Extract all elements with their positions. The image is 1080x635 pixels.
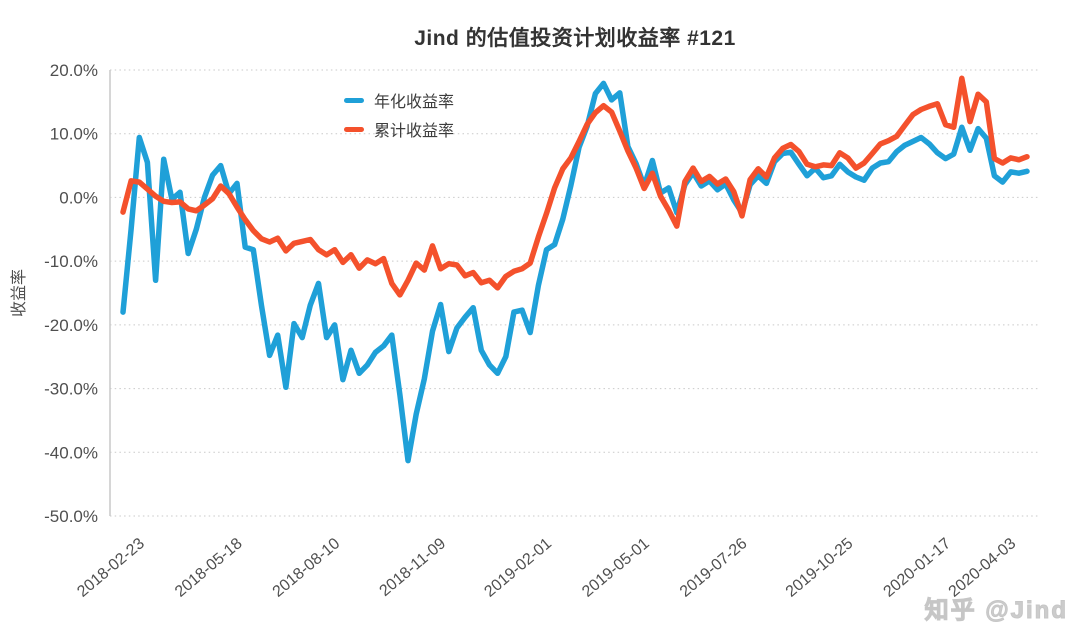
legend-label-cumulative: 累计收益率 (374, 123, 455, 140)
y-tick-label: -30.0% (44, 380, 98, 399)
cumulative-return-line (120, 75, 1030, 298)
x-tick-label: 2018-02-23 (74, 535, 148, 601)
y-tick-label: -40.0% (44, 443, 98, 462)
watermark: 知乎 @Jind (924, 597, 1068, 625)
x-tick-label: 2018-05-18 (172, 535, 246, 601)
x-tick-label: 2019-05-01 (579, 535, 653, 601)
y-tick-label: 20.0% (50, 61, 98, 80)
x-tick-label: 2019-07-26 (677, 535, 751, 601)
y-tick-label: -10.0% (44, 252, 98, 271)
x-tick-label: 2019-02-01 (481, 535, 555, 601)
annualized-line-swatch-icon (344, 97, 364, 103)
y-tick-label: -20.0% (44, 316, 98, 335)
legend-item-annualized: 年化收益率 (344, 88, 454, 112)
legend-item-cumulative: 累计收益率 (344, 117, 454, 141)
annualized-return-line (120, 80, 1030, 464)
y-axis-title: 收益率 (10, 269, 28, 317)
legend-label-annualized: 年化收益率 (374, 94, 455, 111)
y-tick-label: -50.0% (44, 507, 98, 526)
legend: 年化收益率 累计收益率 (344, 88, 454, 141)
y-tick-label: 10.0% (50, 125, 98, 144)
chart-title: Jind 的估值投资计划收益率 #121 (414, 27, 736, 50)
x-tick-label: 2019-10-25 (783, 535, 857, 601)
y-tick-label: 0.0% (59, 188, 98, 207)
cumulative-line-swatch-icon (344, 126, 364, 132)
x-tick-label: 2018-11-09 (376, 535, 449, 600)
x-tick-label: 2018-08-10 (270, 535, 344, 601)
